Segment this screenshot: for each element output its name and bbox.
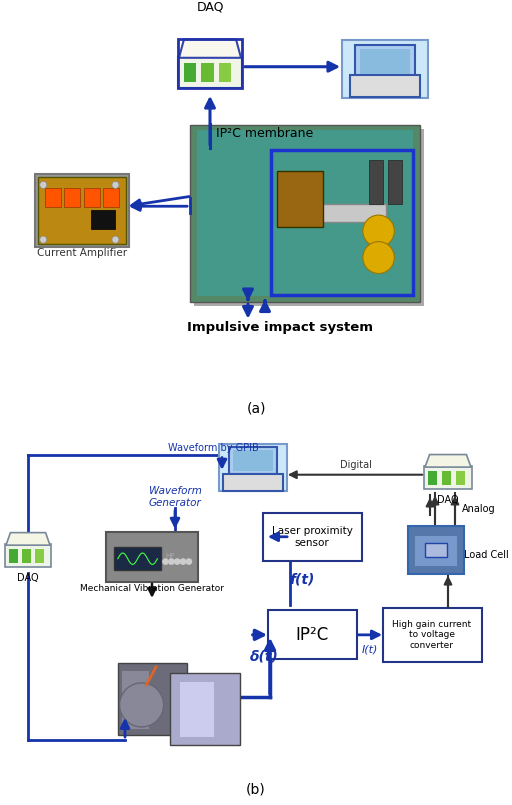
Polygon shape — [179, 39, 241, 58]
FancyBboxPatch shape — [355, 46, 415, 78]
Text: DAQ: DAQ — [17, 573, 39, 583]
FancyBboxPatch shape — [229, 448, 276, 473]
Circle shape — [120, 683, 164, 727]
Circle shape — [185, 558, 193, 565]
Circle shape — [168, 558, 175, 565]
Text: DAQ: DAQ — [196, 0, 224, 13]
FancyBboxPatch shape — [223, 474, 283, 491]
FancyBboxPatch shape — [382, 608, 481, 662]
FancyBboxPatch shape — [118, 663, 187, 735]
Text: DAQ: DAQ — [437, 495, 459, 505]
FancyBboxPatch shape — [184, 63, 197, 82]
FancyBboxPatch shape — [178, 57, 242, 88]
FancyBboxPatch shape — [282, 204, 386, 222]
FancyBboxPatch shape — [219, 444, 287, 491]
Bar — [35, 549, 44, 563]
Text: (b): (b) — [246, 783, 266, 797]
FancyBboxPatch shape — [201, 63, 214, 82]
Text: Digital: Digital — [340, 460, 372, 469]
FancyBboxPatch shape — [106, 532, 198, 582]
Text: Waveform
Generator: Waveform Generator — [148, 486, 201, 508]
Circle shape — [363, 242, 394, 274]
Text: Analog: Analog — [462, 504, 496, 514]
FancyBboxPatch shape — [219, 63, 231, 82]
FancyBboxPatch shape — [65, 188, 80, 207]
FancyBboxPatch shape — [91, 210, 115, 229]
Circle shape — [363, 215, 394, 247]
Text: Mechanical Vibration Generator: Mechanical Vibration Generator — [80, 584, 224, 592]
Bar — [415, 536, 457, 566]
Circle shape — [40, 181, 47, 188]
Bar — [442, 471, 451, 485]
Text: IP²C: IP²C — [295, 625, 329, 644]
FancyBboxPatch shape — [369, 160, 383, 204]
Text: Current Amplifier: Current Amplifier — [37, 248, 127, 258]
FancyBboxPatch shape — [388, 160, 401, 204]
FancyBboxPatch shape — [424, 466, 472, 489]
Text: I(t): I(t) — [362, 645, 378, 654]
FancyBboxPatch shape — [190, 125, 420, 302]
FancyBboxPatch shape — [408, 526, 464, 574]
Text: HP: HP — [165, 553, 175, 559]
FancyBboxPatch shape — [5, 544, 51, 567]
Circle shape — [112, 181, 119, 188]
Polygon shape — [425, 455, 471, 467]
FancyBboxPatch shape — [35, 174, 129, 246]
Text: Impulsive impact system: Impulsive impact system — [187, 321, 373, 335]
FancyBboxPatch shape — [233, 450, 273, 471]
Bar — [428, 471, 437, 485]
Bar — [114, 547, 161, 570]
Text: IP²C membrane: IP²C membrane — [217, 126, 314, 139]
FancyBboxPatch shape — [84, 188, 100, 207]
Circle shape — [112, 236, 119, 243]
Polygon shape — [6, 533, 50, 545]
Text: f(t): f(t) — [289, 573, 315, 587]
Circle shape — [174, 558, 181, 565]
Bar — [122, 671, 149, 729]
FancyBboxPatch shape — [197, 130, 413, 296]
Text: Laser proximity
sensor: Laser proximity sensor — [271, 526, 352, 547]
Text: High gain current
to voltage
converter: High gain current to voltage converter — [392, 620, 472, 650]
Bar — [180, 682, 214, 737]
FancyBboxPatch shape — [194, 129, 424, 306]
FancyBboxPatch shape — [267, 610, 356, 659]
FancyBboxPatch shape — [263, 513, 361, 561]
Circle shape — [40, 236, 47, 243]
Circle shape — [162, 558, 169, 565]
FancyBboxPatch shape — [45, 188, 61, 207]
Bar — [456, 471, 465, 485]
FancyBboxPatch shape — [360, 49, 410, 74]
FancyBboxPatch shape — [278, 171, 324, 228]
Bar — [23, 549, 31, 563]
FancyBboxPatch shape — [350, 75, 420, 97]
Text: (a): (a) — [246, 402, 266, 415]
Text: Waveform by GPIB: Waveform by GPIB — [167, 443, 259, 452]
FancyBboxPatch shape — [38, 177, 126, 244]
Text: δ(t): δ(t) — [249, 650, 279, 664]
Bar — [425, 543, 447, 557]
Text: Load Cell: Load Cell — [464, 550, 509, 559]
FancyBboxPatch shape — [342, 39, 428, 98]
Circle shape — [180, 558, 186, 565]
Bar — [9, 549, 18, 563]
FancyBboxPatch shape — [170, 673, 240, 745]
FancyBboxPatch shape — [103, 188, 119, 207]
